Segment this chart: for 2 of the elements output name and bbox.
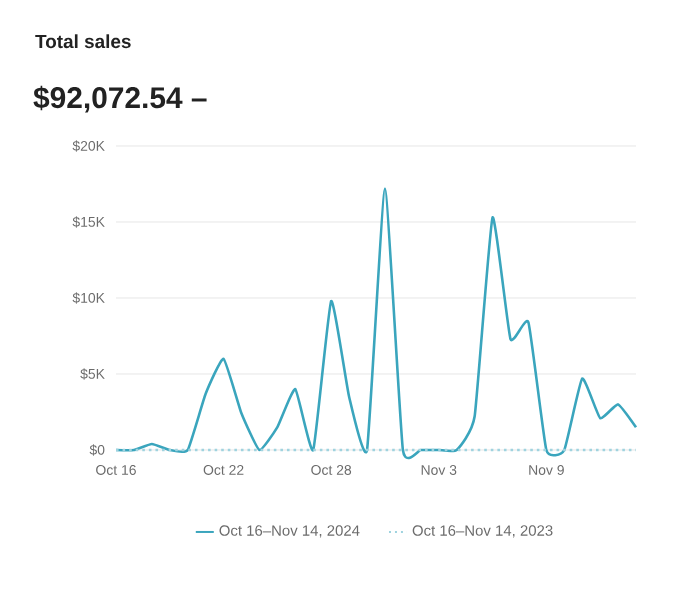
chart-subtitle: $92,072.54 –	[33, 85, 207, 113]
chart-title: Total sales	[35, 34, 131, 49]
